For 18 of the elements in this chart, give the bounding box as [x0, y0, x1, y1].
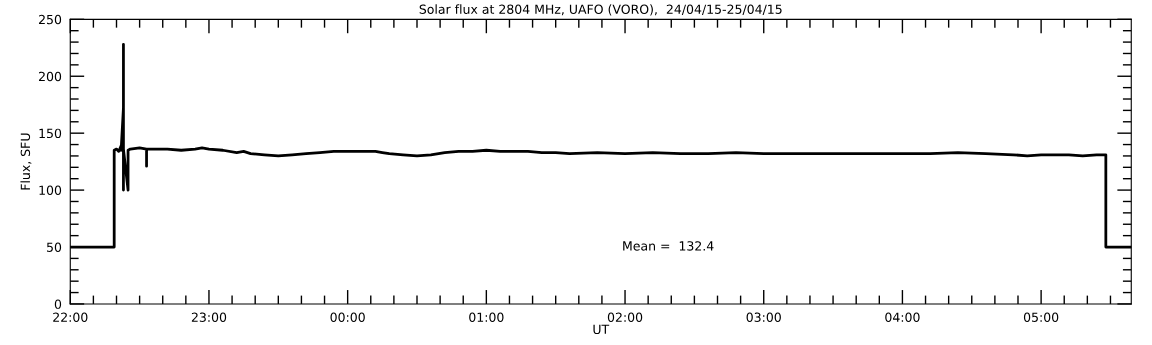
- annotation: Mean = 132.4: [623, 241, 714, 251]
- chart-title: Solar flux at 2804 MHz, UAFO (VORO), 24/04/15-25/04/15: [419, 4, 782, 16]
- x-tick-label: 02:00: [607, 312, 643, 322]
- y-tick-label: 200: [39, 71, 62, 82]
- x-tick-label: 03:00: [746, 312, 781, 322]
- y-tick-label: 100: [39, 185, 62, 196]
- x-tick-label: 05:00: [1023, 312, 1059, 322]
- x-tick-label: 22:00: [53, 312, 88, 322]
- x-tick-label: 01:00: [469, 312, 504, 322]
- y-axis-title: Flux, SFU: [20, 133, 32, 190]
- y-tick-label: 250: [39, 14, 62, 25]
- y-tick-label: 0: [54, 299, 62, 309]
- x-tick-label: 04:00: [885, 312, 920, 322]
- x-tick-label: 23:00: [191, 312, 227, 322]
- y-tick-label: 50: [47, 242, 62, 252]
- y-tick-label: 150: [39, 128, 62, 139]
- x-axis-title: UT: [593, 324, 610, 335]
- x-tick-label: 00:00: [330, 312, 365, 322]
